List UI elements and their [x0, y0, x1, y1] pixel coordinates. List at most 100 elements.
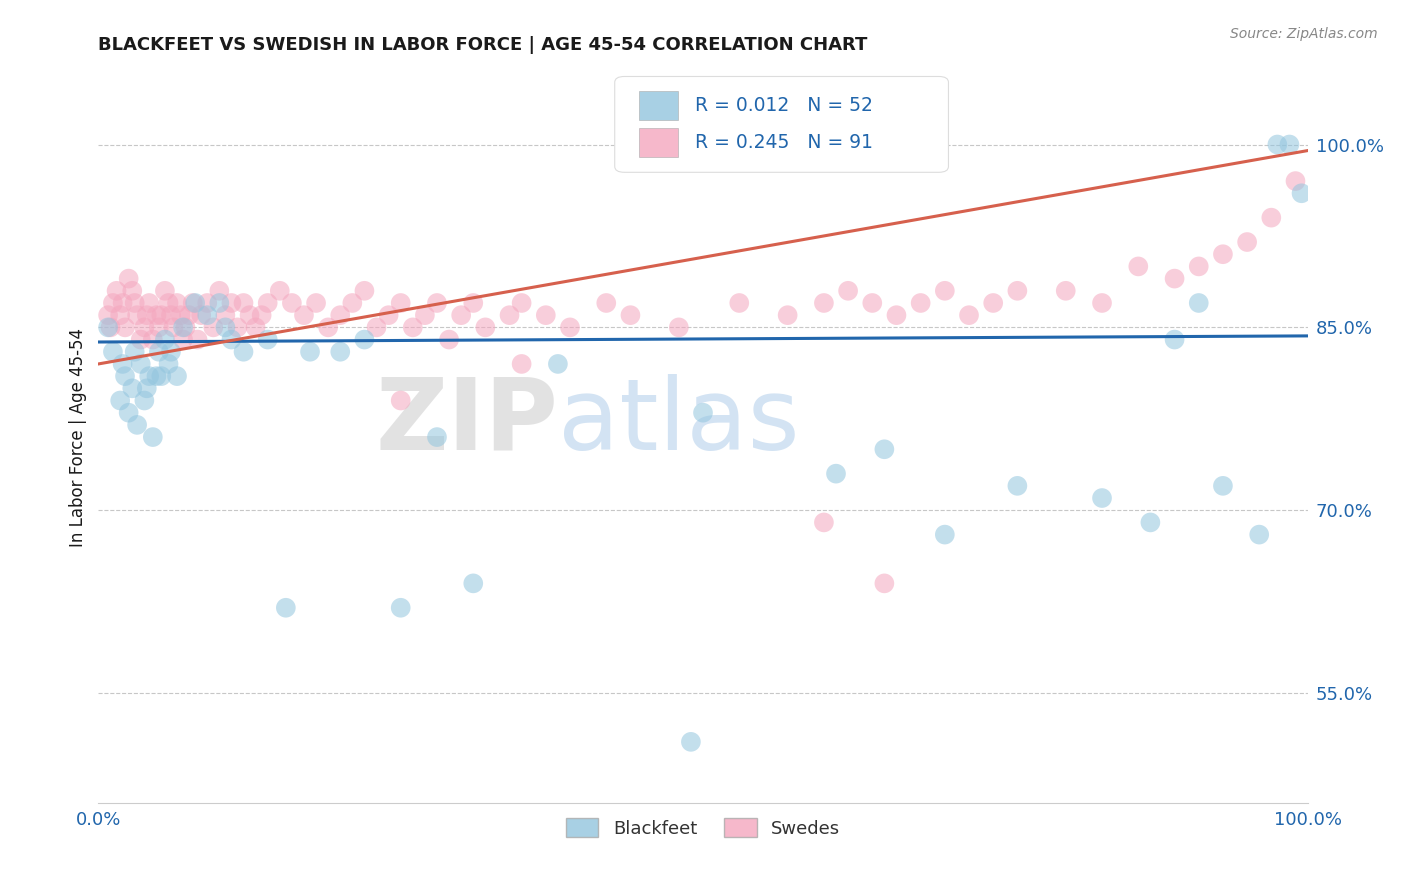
- Point: [389, 600, 412, 615]
- Point: [377, 308, 399, 322]
- Point: [534, 308, 557, 322]
- Point: [134, 393, 156, 408]
- Point: [232, 296, 254, 310]
- Text: R = 0.245   N = 91: R = 0.245 N = 91: [695, 133, 873, 152]
- Point: [157, 357, 180, 371]
- Point: [150, 369, 173, 384]
- Point: [190, 308, 212, 322]
- Point: [100, 320, 122, 334]
- Point: [825, 467, 848, 481]
- FancyBboxPatch shape: [614, 77, 949, 172]
- Point: [934, 527, 956, 541]
- Point: [184, 296, 207, 310]
- Point: [595, 296, 617, 310]
- Point: [129, 357, 152, 371]
- Point: [195, 308, 218, 322]
- Point: [142, 430, 165, 444]
- Point: [214, 320, 236, 334]
- Point: [127, 417, 149, 432]
- Point: [269, 284, 291, 298]
- Point: [1007, 284, 1029, 298]
- Point: [1188, 260, 1211, 274]
- Point: [1007, 479, 1029, 493]
- Point: [250, 308, 273, 322]
- Point: [101, 344, 124, 359]
- Point: [316, 320, 339, 334]
- Point: [1249, 527, 1271, 541]
- Point: [214, 308, 236, 322]
- Point: [353, 284, 375, 298]
- Point: [172, 320, 194, 334]
- Point: [187, 333, 209, 347]
- Point: [426, 430, 449, 444]
- Point: [366, 320, 388, 334]
- Point: [910, 296, 932, 310]
- Point: [232, 344, 254, 359]
- Point: [292, 308, 315, 322]
- Point: [873, 576, 896, 591]
- Point: [1163, 333, 1185, 347]
- Point: [153, 284, 176, 298]
- Point: [1054, 284, 1077, 298]
- Point: [1091, 491, 1114, 505]
- Bar: [638, 128, 678, 157]
- Point: [813, 516, 835, 530]
- Point: [145, 369, 167, 384]
- Point: [181, 296, 204, 310]
- Point: [108, 308, 131, 322]
- Point: [1212, 247, 1234, 261]
- Point: [145, 308, 167, 322]
- Point: [342, 296, 364, 310]
- Point: [837, 284, 859, 298]
- Point: [1163, 271, 1185, 285]
- Point: [813, 296, 835, 310]
- Point: [463, 296, 485, 310]
- Point: [957, 308, 980, 322]
- Point: [776, 308, 799, 322]
- Point: [256, 296, 278, 310]
- Point: [305, 296, 328, 310]
- Point: [413, 308, 436, 322]
- Point: [134, 320, 156, 334]
- Point: [135, 308, 157, 322]
- Point: [226, 320, 249, 334]
- Point: [179, 308, 201, 322]
- Point: [105, 284, 128, 298]
- Text: R = 0.012   N = 52: R = 0.012 N = 52: [695, 96, 872, 115]
- Legend: Blackfeet, Swedes: Blackfeet, Swedes: [558, 811, 848, 845]
- Point: [174, 320, 197, 334]
- Point: [353, 333, 375, 347]
- Point: [138, 296, 160, 310]
- Text: atlas: atlas: [558, 374, 800, 471]
- Text: BLACKFEET VS SWEDISH IN LABOR FORCE | AGE 45-54 CORRELATION CHART: BLACKFEET VS SWEDISH IN LABOR FORCE | AG…: [98, 36, 868, 54]
- Point: [127, 308, 149, 322]
- Point: [510, 357, 533, 371]
- Point: [389, 296, 412, 310]
- Point: [329, 344, 352, 359]
- Point: [118, 406, 141, 420]
- Point: [153, 333, 176, 347]
- Point: [195, 296, 218, 310]
- Text: ZIP: ZIP: [375, 374, 558, 471]
- Point: [150, 308, 173, 322]
- Point: [138, 369, 160, 384]
- Point: [510, 296, 533, 310]
- Point: [281, 296, 304, 310]
- Point: [166, 296, 188, 310]
- Point: [1267, 137, 1289, 152]
- Point: [221, 296, 243, 310]
- Point: [101, 296, 124, 310]
- Point: [148, 344, 170, 359]
- Point: [239, 308, 262, 322]
- Point: [1212, 479, 1234, 493]
- Point: [172, 333, 194, 347]
- Point: [202, 320, 225, 334]
- Point: [245, 320, 267, 334]
- Point: [463, 576, 485, 591]
- Point: [934, 284, 956, 298]
- Point: [121, 381, 143, 395]
- Point: [547, 357, 569, 371]
- Point: [886, 308, 908, 322]
- Point: [124, 344, 146, 359]
- Point: [668, 320, 690, 334]
